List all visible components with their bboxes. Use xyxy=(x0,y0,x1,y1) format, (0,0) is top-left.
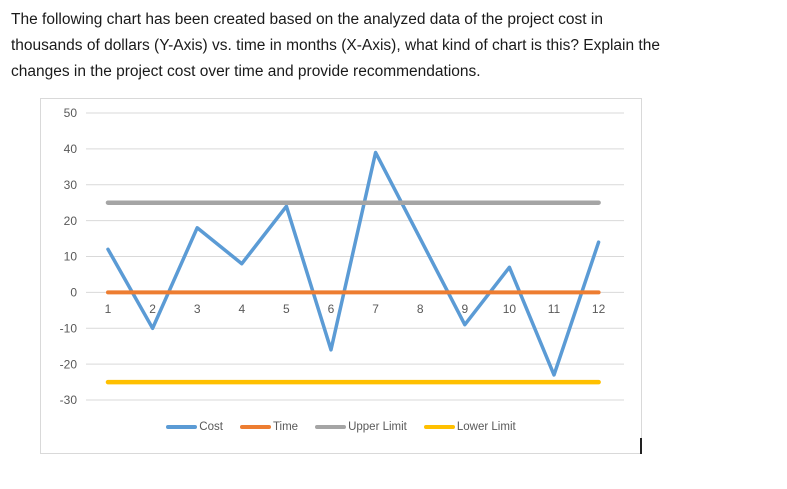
y-axis-tick-label: 10 xyxy=(64,250,78,264)
legend-item-upper-limit: Upper Limit xyxy=(315,421,407,433)
y-axis-tick-label: -30 xyxy=(60,393,78,407)
y-axis-tick-label: -20 xyxy=(60,357,78,371)
legend-item-cost: Cost xyxy=(166,421,223,433)
x-axis-tick-label: 12 xyxy=(592,302,606,316)
chart-legend: Cost Time Upper Limit Lower Limit xyxy=(41,421,641,433)
y-axis-tick-label: -10 xyxy=(60,321,78,335)
legend-item-time: Time xyxy=(239,421,299,433)
legend-label-cost: Cost xyxy=(199,421,223,433)
text-cursor xyxy=(640,438,642,454)
y-axis-tick-label: 0 xyxy=(70,286,77,300)
y-axis-tick-label: 20 xyxy=(64,214,78,228)
x-axis-tick-label: 10 xyxy=(503,302,517,316)
question-line-2: thousands of dollars (Y-Axis) vs. time i… xyxy=(11,37,660,54)
chart-frame[interactable]: 50 40 30 20 10 0 -10 -20 -30 1 2 3 4 5 6 7 8 9 10 11 12 Cost… xyxy=(40,98,642,454)
x-axis-tick-label: 1 xyxy=(105,302,112,316)
x-axis-tick-label: 3 xyxy=(194,302,201,316)
legend-label-lower-limit: Lower Limit xyxy=(456,421,516,433)
y-axis-tick-label: 40 xyxy=(64,142,78,156)
x-axis-tick-label: 9 xyxy=(461,302,468,316)
x-axis-tick-label: 5 xyxy=(283,302,290,316)
legend-item-lower-limit: Lower Limit xyxy=(423,421,516,433)
legend-marker-lower-limit xyxy=(423,424,455,430)
x-axis-tick-label: 4 xyxy=(238,302,245,316)
series-line-cost xyxy=(106,150,601,377)
x-axis-tick-label: 6 xyxy=(328,302,335,316)
legend-marker-time xyxy=(239,424,271,430)
question-text: The following chart has been created bas… xyxy=(11,7,660,85)
legend-label-time: Time xyxy=(272,421,299,433)
y-axis-tick-label: 50 xyxy=(64,106,78,120)
legend-marker-cost xyxy=(166,424,198,430)
x-axis-tick-label: 8 xyxy=(417,302,424,316)
legend-marker-upper-limit xyxy=(315,424,347,430)
x-axis-tick-label: 11 xyxy=(548,302,561,316)
x-axis-tick-label: 2 xyxy=(149,302,156,316)
y-axis-tick-label: 30 xyxy=(64,178,78,192)
x-axis-tick-label: 7 xyxy=(372,302,379,316)
legend-label-upper-limit: Upper Limit xyxy=(348,421,407,433)
question-line-3: changes in the project cost over time an… xyxy=(11,63,481,80)
question-line-1: The following chart has been created bas… xyxy=(11,11,603,28)
